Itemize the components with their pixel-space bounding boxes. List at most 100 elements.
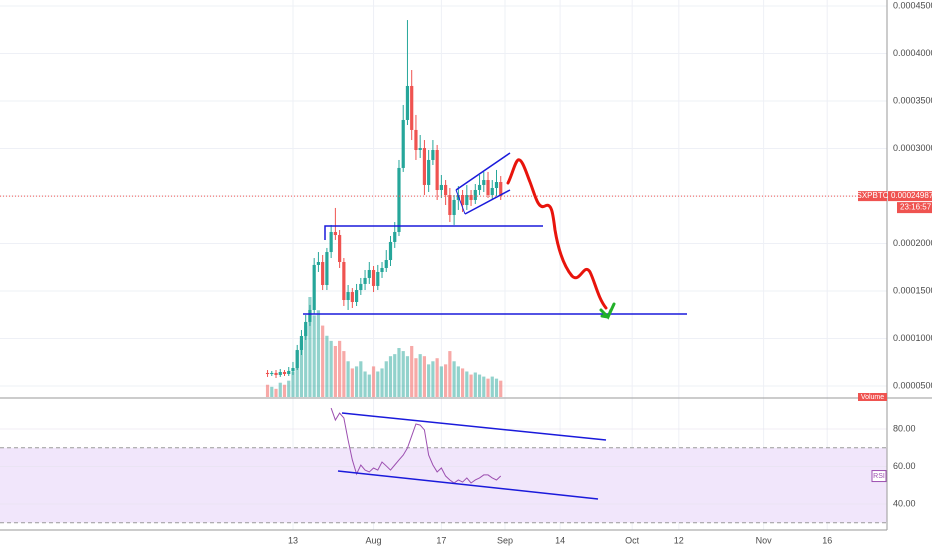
volume-bar xyxy=(431,361,435,397)
volume-bar xyxy=(282,384,287,397)
candle-body xyxy=(316,262,321,265)
y-tick-label: 0.00010000 xyxy=(893,333,932,343)
x-tick-label: Aug xyxy=(366,535,382,545)
volume-bar xyxy=(342,351,346,397)
volume-bar xyxy=(299,340,304,397)
candle-body xyxy=(287,370,291,375)
candle-body xyxy=(490,188,494,196)
candle-body xyxy=(321,262,325,285)
volume-bar xyxy=(350,368,354,397)
volume-bar xyxy=(367,374,371,397)
y-tick-label: 40.00 xyxy=(893,498,916,508)
volume-bar xyxy=(490,376,494,397)
candle-body xyxy=(350,292,354,303)
candle-body xyxy=(282,372,287,375)
volume-bar xyxy=(439,366,443,397)
candle-body xyxy=(494,182,499,189)
volume-bar xyxy=(321,325,325,397)
y-tick-label: 60.00 xyxy=(893,461,916,471)
volume-bar xyxy=(410,345,414,397)
volume-bar xyxy=(308,297,312,397)
y-tick-label: 80.00 xyxy=(893,423,916,433)
x-tick-label: Nov xyxy=(756,535,773,545)
candle-body xyxy=(380,267,384,272)
volume-bar xyxy=(444,364,448,397)
y-tick-label: 0.00040000 xyxy=(893,48,932,58)
candle-body xyxy=(486,180,490,196)
candle-body xyxy=(274,372,278,375)
candle-body xyxy=(401,119,405,168)
candle-body xyxy=(473,189,477,200)
volume-bar xyxy=(397,348,401,397)
candle-body xyxy=(359,283,363,291)
rsi-upper-trend xyxy=(341,412,607,441)
volume-bar xyxy=(346,361,350,397)
candle-body xyxy=(444,184,448,196)
candle-body xyxy=(291,368,295,371)
candle-body xyxy=(270,372,274,375)
y-tick-label: 0.00015000 xyxy=(893,285,932,295)
y-tick-label: 0.00035000 xyxy=(893,95,932,105)
forecast-path xyxy=(506,158,608,310)
candle-body xyxy=(439,184,443,190)
volume-bar xyxy=(460,368,465,397)
volume-bar xyxy=(418,354,422,397)
volume-bar xyxy=(371,366,376,397)
volume-bar xyxy=(465,371,469,397)
volume-bar xyxy=(469,374,473,397)
volume-bar xyxy=(486,378,490,397)
volume-bar xyxy=(393,354,397,397)
candle-body xyxy=(388,241,393,261)
rsi-band xyxy=(0,447,887,523)
rsi-line xyxy=(330,407,502,484)
candle-body xyxy=(393,231,397,242)
y-tick-label: 0.00005000 xyxy=(893,380,932,390)
candle-body xyxy=(397,167,401,232)
candle-body xyxy=(346,292,350,301)
candle-body xyxy=(460,195,465,206)
volume-bar xyxy=(499,380,503,397)
candle-body xyxy=(325,252,329,285)
volume-bar xyxy=(456,366,460,397)
volume-bar xyxy=(401,351,405,397)
candle-body xyxy=(414,129,418,151)
candle-body xyxy=(354,290,359,303)
volume-bar xyxy=(338,340,342,397)
channel-lower xyxy=(464,189,511,215)
volume-bar xyxy=(452,361,456,397)
volume-bar xyxy=(325,335,329,397)
candle-body xyxy=(452,199,456,215)
symbol-label: SXPBTC xyxy=(856,191,888,200)
volume-bar xyxy=(270,386,274,397)
volume-bar xyxy=(448,351,452,397)
grid-layer xyxy=(0,0,887,530)
volume-bar xyxy=(359,361,363,397)
volume-bar xyxy=(473,372,477,397)
volume-bar xyxy=(274,388,278,397)
candle-body xyxy=(308,309,312,322)
candle-body xyxy=(329,231,333,253)
axis-layer: 0.00045000 0.00040000 0.00035000 0.00030000… xyxy=(288,0,932,545)
candle-body xyxy=(448,195,452,215)
candle-body xyxy=(342,262,346,301)
candle-body xyxy=(376,271,380,286)
volume-bar xyxy=(295,351,299,397)
countdown-tag xyxy=(897,202,932,214)
candle-body xyxy=(299,336,304,350)
volume-bar xyxy=(380,368,384,397)
candle-body xyxy=(418,148,422,151)
x-tick-label: 14 xyxy=(555,535,565,545)
candle-body xyxy=(482,180,486,185)
volume-bar xyxy=(278,382,282,397)
y-tick-label: 0.00020000 xyxy=(893,238,932,248)
volume-bar xyxy=(405,356,410,397)
volume-bar xyxy=(291,371,295,397)
candle-body xyxy=(422,148,427,185)
candle-body xyxy=(410,85,414,130)
volume-bar xyxy=(388,356,393,397)
resistance-line xyxy=(324,225,543,240)
volume-bar xyxy=(422,356,427,397)
candle-body xyxy=(499,182,503,197)
countdown-label: 23:16:57 xyxy=(900,203,932,212)
